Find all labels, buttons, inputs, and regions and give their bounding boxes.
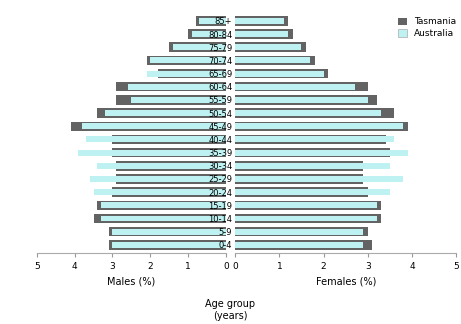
Bar <box>105 110 226 116</box>
Bar <box>235 29 293 39</box>
Bar <box>200 18 226 24</box>
Text: Age group
(years): Age group (years) <box>206 299 255 321</box>
Bar <box>158 69 226 78</box>
Bar <box>90 176 226 182</box>
Bar <box>235 148 390 157</box>
Bar <box>147 56 226 65</box>
Bar <box>235 174 363 184</box>
Bar <box>235 57 310 64</box>
Bar <box>116 161 226 170</box>
Bar <box>235 150 408 156</box>
Bar <box>235 82 368 91</box>
Bar <box>86 136 226 142</box>
Bar <box>192 31 226 37</box>
Bar <box>235 42 306 52</box>
Bar <box>235 123 403 129</box>
Bar <box>235 229 363 235</box>
Bar <box>235 242 363 248</box>
Bar <box>147 71 226 76</box>
Bar <box>235 176 403 182</box>
Bar <box>235 135 385 144</box>
X-axis label: Males (%): Males (%) <box>107 276 155 286</box>
Bar <box>112 242 226 248</box>
Bar <box>235 240 372 249</box>
Bar <box>131 97 226 103</box>
Bar <box>116 82 226 91</box>
Bar <box>235 18 284 24</box>
Bar <box>235 202 377 208</box>
Bar <box>235 201 381 210</box>
Bar <box>235 84 355 90</box>
Bar <box>94 189 226 195</box>
Bar <box>235 71 324 76</box>
Bar <box>235 56 315 65</box>
Bar <box>235 187 368 197</box>
Bar <box>235 122 408 131</box>
Bar <box>150 57 226 64</box>
Bar <box>94 214 226 223</box>
Bar <box>169 42 226 52</box>
Bar <box>78 150 226 156</box>
Bar <box>235 189 390 195</box>
Bar <box>97 108 226 118</box>
Bar <box>235 44 301 50</box>
Bar <box>235 161 363 170</box>
Bar <box>235 214 381 223</box>
Bar <box>112 187 226 197</box>
Bar <box>97 163 226 169</box>
Bar <box>71 122 226 131</box>
Bar <box>101 202 226 208</box>
Bar <box>173 44 226 50</box>
Bar <box>112 148 226 157</box>
Bar <box>235 108 395 118</box>
Bar <box>235 16 288 26</box>
Bar <box>112 229 226 235</box>
Bar <box>235 215 377 221</box>
Bar <box>116 95 226 105</box>
Bar <box>82 123 226 129</box>
Bar <box>235 136 395 142</box>
Bar <box>235 69 328 78</box>
Bar <box>112 135 226 144</box>
Bar <box>101 215 226 221</box>
Bar <box>188 29 226 39</box>
Bar <box>235 227 368 237</box>
Bar <box>235 110 381 116</box>
Bar <box>109 240 226 249</box>
Legend: Tasmania, Australia: Tasmania, Australia <box>398 17 456 38</box>
Bar <box>235 31 288 37</box>
X-axis label: Females (%): Females (%) <box>316 276 376 286</box>
Bar <box>235 163 390 169</box>
Bar <box>235 97 368 103</box>
Bar <box>195 16 226 26</box>
Bar <box>97 201 226 210</box>
Bar <box>109 227 226 237</box>
Bar <box>116 174 226 184</box>
Bar <box>128 84 226 90</box>
Bar <box>235 95 377 105</box>
